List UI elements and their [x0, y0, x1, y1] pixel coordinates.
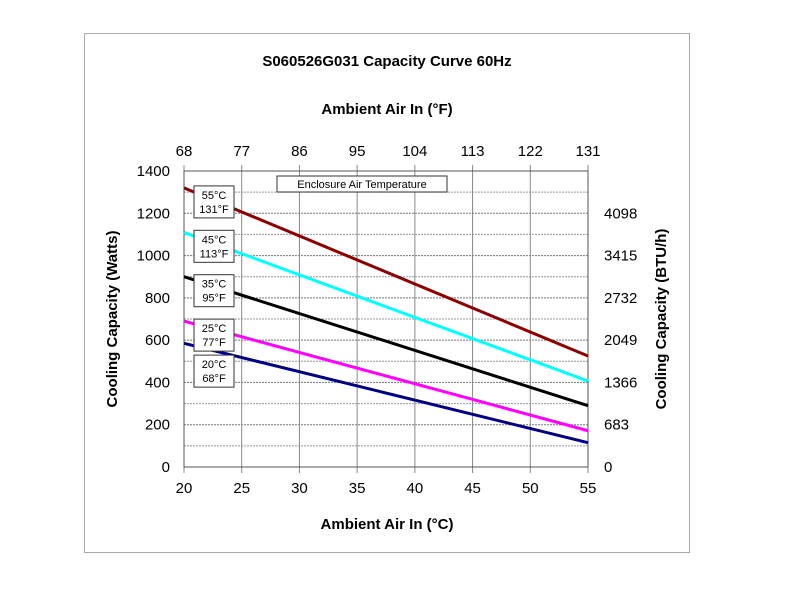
series-line — [183, 230, 589, 383]
series-label-box — [193, 185, 235, 219]
x2-tick-label: 104 — [402, 143, 427, 160]
y-tick-label: 1400 — [137, 163, 170, 180]
x-tick-label: 55 — [580, 480, 597, 497]
series-label-f: 113°F — [200, 248, 229, 260]
x-tick-label: 30 — [291, 480, 308, 497]
series-label-box — [193, 274, 235, 308]
chart-frame — [84, 33, 690, 553]
y-tick-label: 600 — [145, 332, 170, 349]
legend-title: Enclosure Air Temperature — [297, 179, 426, 191]
plot-area — [183, 170, 589, 468]
x2-tick-label: 77 — [233, 143, 250, 160]
series-label-box — [193, 354, 235, 388]
series-label-f: 68°F — [202, 373, 226, 385]
x-tick-label: 45 — [464, 480, 481, 497]
x-tick-label: 20 — [176, 480, 193, 497]
y-tick-label: 1200 — [137, 205, 170, 222]
x-axis-label: Ambient Air In (°C) — [321, 516, 454, 533]
series-line — [183, 341, 589, 445]
y2-tick-label: 2049 — [604, 332, 637, 349]
x-tick-label: 50 — [522, 480, 539, 497]
x2-tick-label: 131 — [575, 143, 600, 160]
x2-tick-label: 86 — [291, 143, 308, 160]
y2-tick-label: 2732 — [604, 290, 637, 307]
series-label-c: 45°C — [202, 234, 227, 246]
y-tick-label: 200 — [145, 417, 170, 434]
series-label-f: 77°F — [202, 337, 226, 349]
series-label-f: 131°F — [199, 204, 229, 216]
y2-tick-label: 1366 — [604, 374, 637, 391]
y2-tick-label: 683 — [604, 417, 629, 434]
x2-axis-label: Ambient Air In (°F) — [321, 101, 452, 118]
y-tick-label: 0 — [162, 459, 170, 476]
series-label-c: 55°C — [202, 190, 227, 202]
series-label-c: 25°C — [202, 323, 227, 335]
x-tick-label: 25 — [233, 480, 250, 497]
x2-tick-label: 68 — [176, 143, 193, 160]
chart-title: S060526G031 Capacity Curve 60Hz — [262, 53, 511, 70]
x2-tick-label: 95 — [349, 143, 366, 160]
y-tick-label: 800 — [145, 290, 170, 307]
x-tick-label: 35 — [349, 480, 366, 497]
series-label-box — [193, 318, 235, 352]
series-label-c: 35°C — [202, 279, 227, 291]
y2-tick-label: 0 — [604, 459, 612, 476]
x-tick-label: 40 — [407, 480, 424, 497]
y-tick-label: 400 — [145, 374, 170, 391]
y2-axis-label: Cooling Capacity (BTU/h) — [653, 229, 670, 410]
series-line — [183, 186, 589, 358]
y2-tick-label: 4098 — [604, 205, 637, 222]
y2-tick-label: 3415 — [604, 248, 637, 265]
legend-title-box — [276, 175, 448, 193]
series-line — [183, 275, 589, 408]
y-tick-label: 1000 — [137, 248, 170, 265]
series-line — [183, 319, 589, 433]
series-label-box — [193, 229, 235, 263]
y-axis-label: Cooling Capacity (Watts) — [104, 231, 121, 408]
x2-tick-label: 122 — [518, 143, 543, 160]
x2-tick-label: 113 — [461, 143, 485, 160]
series-label-c: 20°C — [202, 359, 227, 371]
series-label-f: 95°F — [202, 293, 226, 305]
